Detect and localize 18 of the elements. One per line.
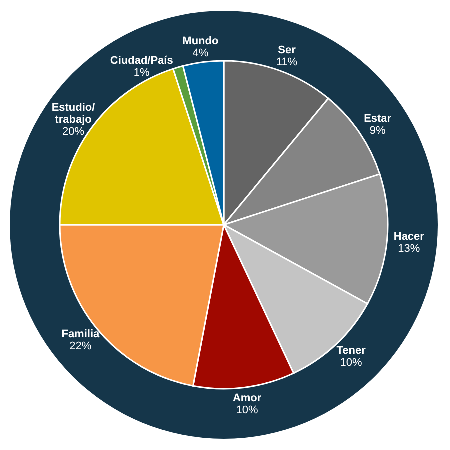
slice-label: Tener — [336, 345, 367, 358]
data-label: 11% — [276, 56, 298, 69]
slice-label: Mundo — [182, 35, 219, 48]
slice-label: Estudio/ trabajo — [52, 102, 96, 126]
data-label: 10% — [340, 357, 363, 370]
data-label: 9% — [370, 124, 386, 137]
data-label: 13% — [398, 242, 420, 255]
data-label: 20% — [62, 126, 85, 138]
data-label: 4% — [192, 47, 209, 60]
data-label: 10% — [236, 404, 259, 417]
slice-label: Familia — [62, 328, 101, 341]
slice-label: Ciudad/País — [110, 55, 174, 68]
slice-label: Estar — [364, 112, 392, 125]
slice-label: Ser — [278, 44, 297, 57]
data-label: 1% — [134, 67, 150, 80]
slice-label: Amor — [232, 392, 262, 405]
slice-label: Hacer — [394, 230, 426, 243]
data-label: 22% — [70, 340, 92, 353]
